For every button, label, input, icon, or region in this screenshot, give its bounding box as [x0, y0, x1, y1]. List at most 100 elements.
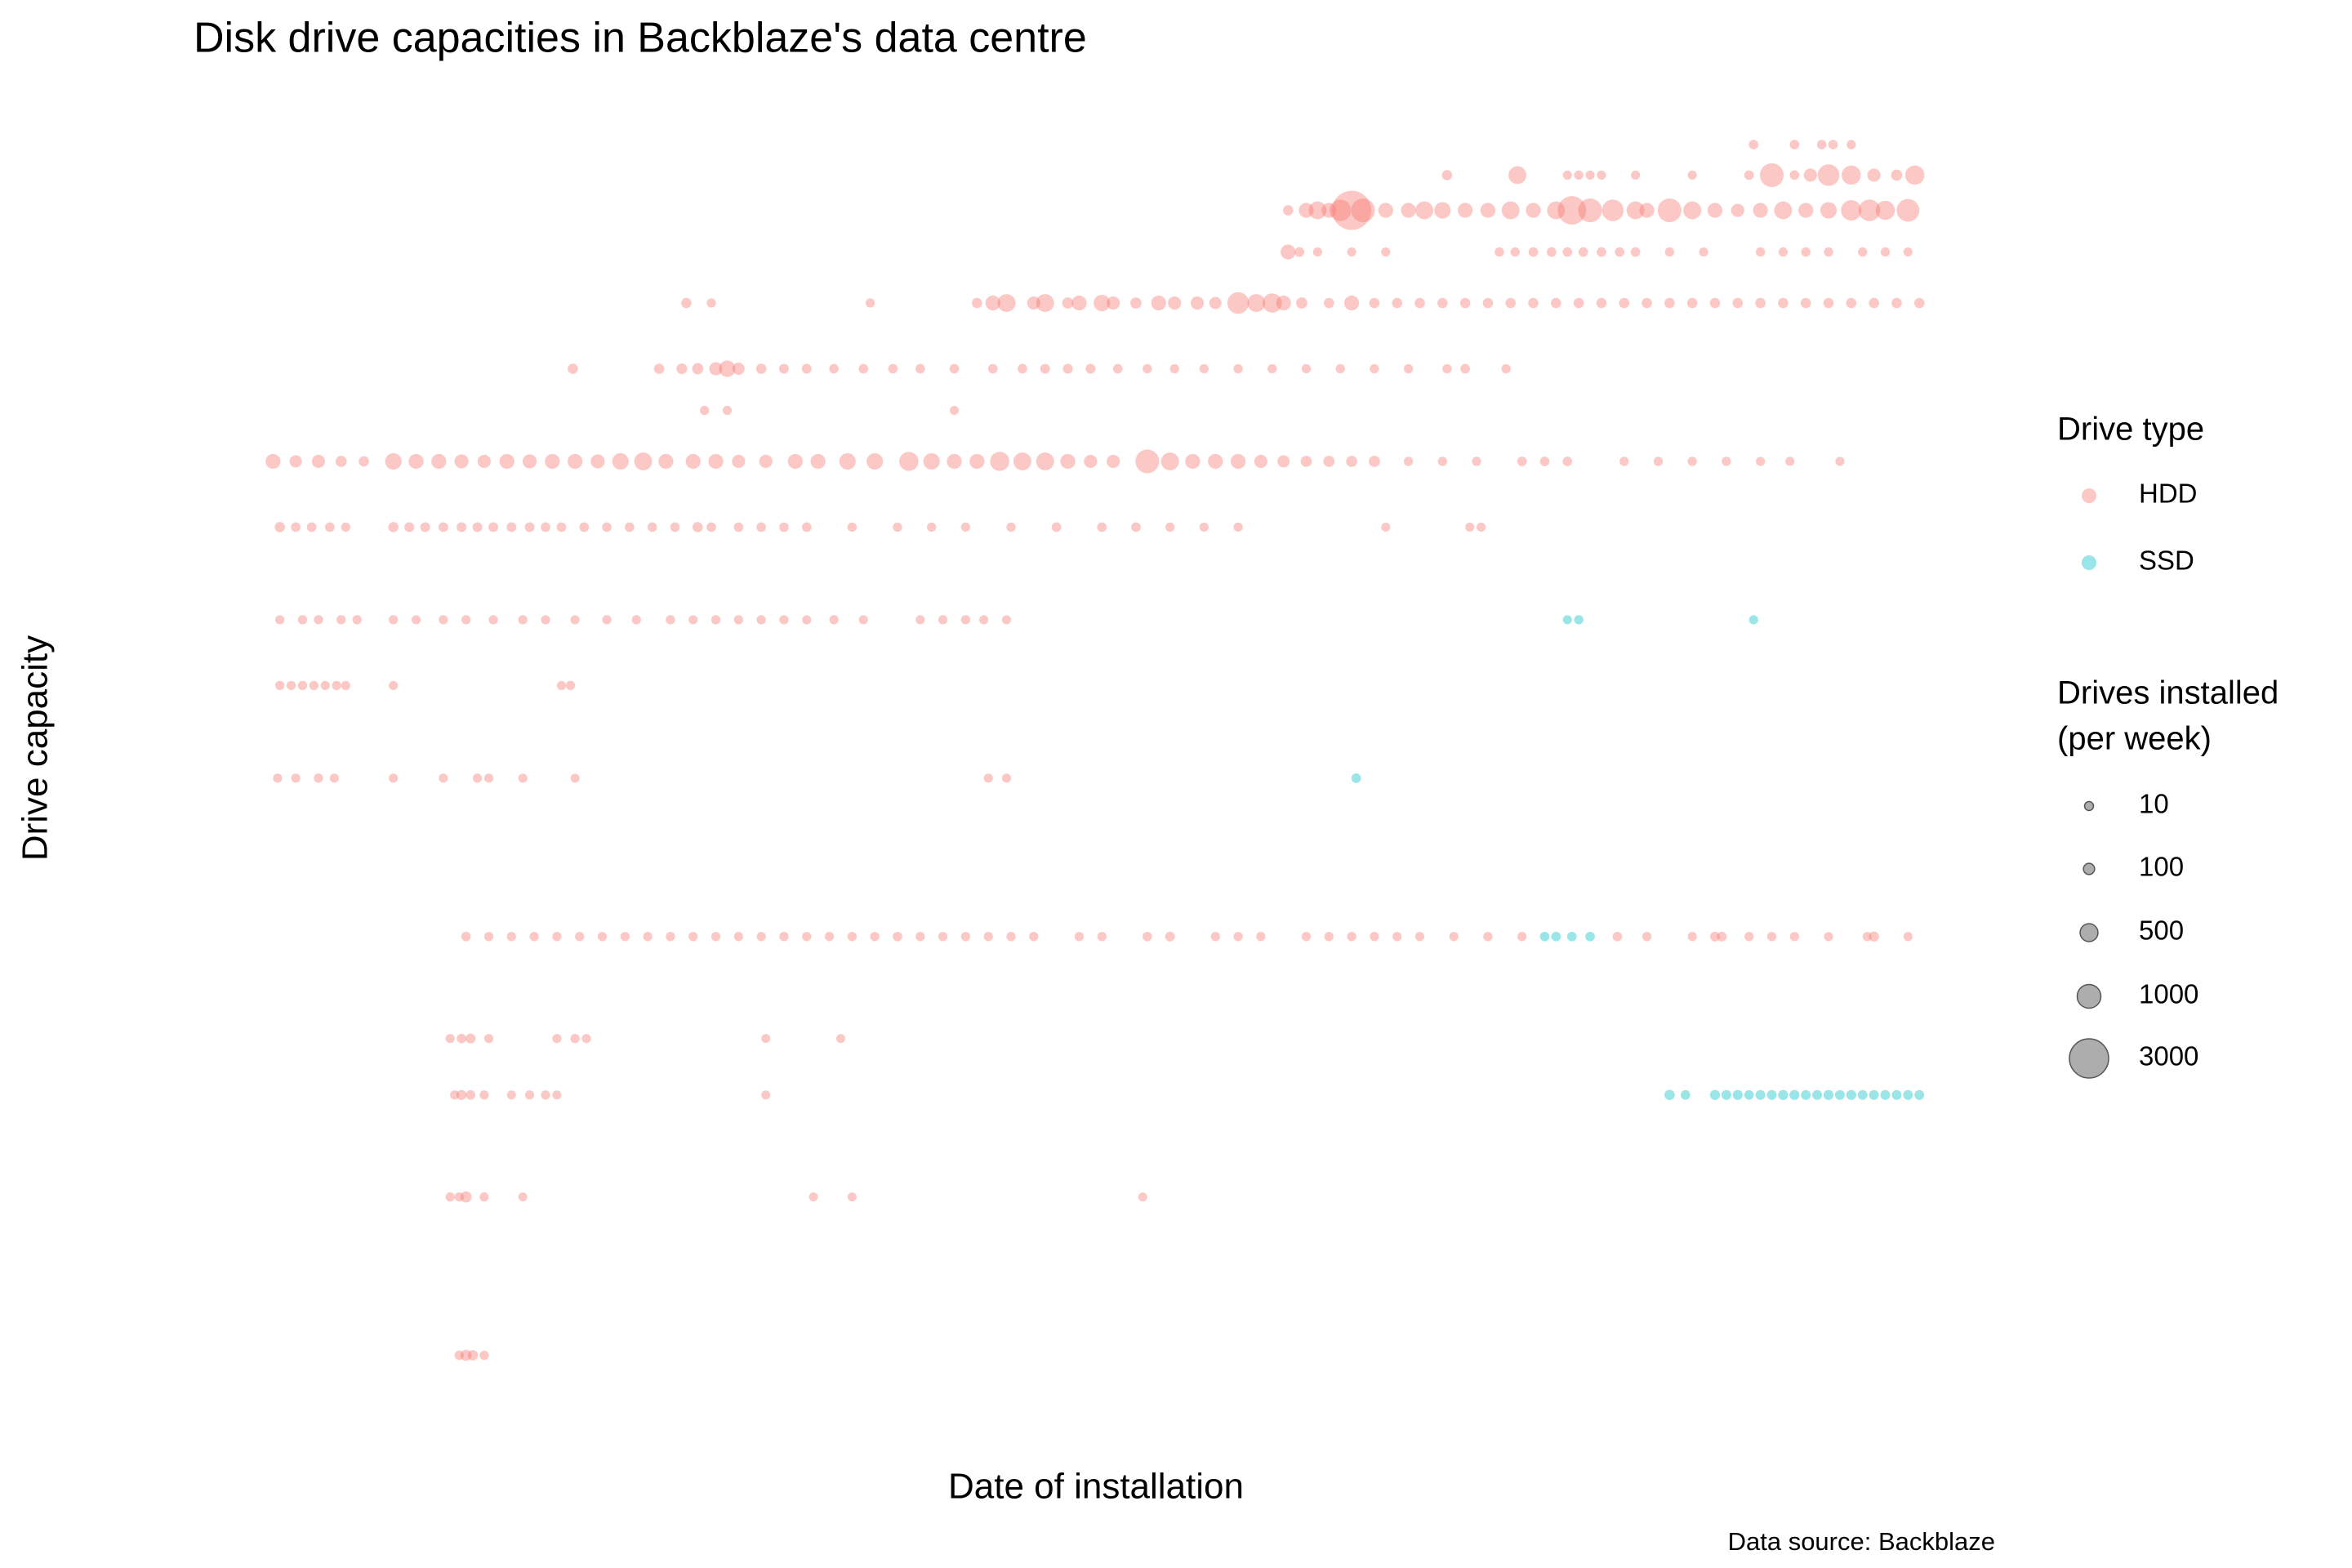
bubble — [1835, 457, 1845, 466]
bubble — [1308, 201, 1327, 220]
bubble — [286, 680, 296, 691]
bubble — [1508, 166, 1527, 185]
bubble — [1465, 522, 1475, 532]
bubble — [1631, 170, 1641, 180]
bubble — [1190, 296, 1205, 310]
bubble — [960, 522, 971, 532]
bubble — [332, 680, 341, 691]
bubble — [1185, 453, 1200, 470]
bubble — [1036, 452, 1054, 470]
bubble — [1823, 297, 1834, 309]
bubble — [1347, 932, 1356, 942]
bubble — [733, 932, 744, 942]
bubble — [759, 454, 773, 469]
bubble — [506, 522, 517, 532]
bubble — [1681, 1089, 1690, 1100]
bubble — [479, 1090, 489, 1100]
bubble — [1085, 363, 1096, 374]
bubble — [1744, 932, 1754, 942]
bubble — [858, 363, 869, 374]
bubble — [1722, 457, 1731, 466]
bubble — [1721, 1089, 1731, 1100]
bubble — [579, 522, 590, 532]
bubble — [1165, 931, 1175, 942]
bubble — [631, 615, 641, 625]
bubble — [779, 522, 789, 532]
bubble — [839, 452, 856, 470]
bubble — [1369, 456, 1380, 467]
bubble — [756, 932, 766, 942]
bubble — [1578, 247, 1588, 257]
bubble — [1562, 247, 1573, 257]
bubble — [1029, 932, 1039, 942]
bubble — [1233, 932, 1243, 942]
bubble — [265, 453, 281, 470]
bubble — [1597, 170, 1606, 180]
bubble — [1801, 247, 1811, 257]
color-legend-title: Drive type — [2057, 412, 2204, 448]
bubble — [1817, 164, 1840, 186]
bubble — [787, 453, 803, 470]
bubble — [1744, 170, 1754, 180]
bubble — [1574, 615, 1584, 625]
bubble — [420, 522, 430, 532]
bubble — [756, 615, 766, 625]
bubble — [1903, 1089, 1913, 1100]
bubble — [552, 1090, 562, 1100]
bubble — [506, 1090, 516, 1100]
bubble — [1346, 456, 1357, 467]
bubble — [1254, 454, 1267, 469]
bubble — [829, 363, 839, 374]
bubble — [1753, 203, 1768, 218]
bubble — [1903, 247, 1913, 257]
bubble — [1823, 1089, 1834, 1100]
bubble — [1834, 1089, 1845, 1100]
bubble — [1247, 294, 1266, 312]
bubble — [404, 522, 415, 532]
bubble — [1442, 363, 1452, 374]
bubble — [1687, 932, 1697, 942]
bubble — [1013, 452, 1031, 470]
bubble — [1755, 247, 1766, 257]
bubble — [1343, 295, 1360, 311]
bubble — [1312, 247, 1322, 257]
bubble — [1301, 363, 1312, 374]
bubble — [590, 454, 605, 469]
bubble — [979, 615, 989, 625]
bubble — [570, 615, 580, 625]
bubble — [1891, 169, 1903, 181]
bubble — [1841, 200, 1862, 221]
bubble — [1071, 295, 1087, 311]
bubble — [1449, 932, 1459, 942]
bubble — [408, 453, 424, 470]
bubble — [1208, 453, 1223, 470]
bubble — [1707, 203, 1723, 218]
bubble — [1732, 297, 1744, 309]
bubble — [1036, 294, 1054, 312]
bubble — [1062, 363, 1073, 374]
bubble — [947, 453, 962, 470]
bubble — [1392, 932, 1402, 942]
bubble — [960, 932, 971, 942]
bubble — [306, 522, 317, 532]
bubble — [1626, 201, 1645, 220]
bubble — [1401, 203, 1416, 218]
bubble — [1459, 297, 1471, 309]
bubble — [733, 522, 744, 532]
bubble — [1378, 203, 1393, 218]
bubble — [1869, 297, 1879, 309]
bubble — [524, 522, 535, 532]
bubble — [1501, 201, 1520, 220]
size-legend-swatch — [2079, 923, 2099, 942]
bubble — [1006, 522, 1016, 532]
bubble — [483, 1034, 494, 1044]
bubble — [297, 615, 308, 625]
bubble — [1403, 363, 1414, 374]
bubble — [529, 932, 539, 942]
bubble — [1332, 190, 1372, 230]
bubble — [1546, 247, 1557, 257]
bubble — [808, 1192, 818, 1202]
bubble — [824, 932, 835, 942]
bubble — [320, 680, 330, 691]
bubble — [1084, 454, 1098, 469]
